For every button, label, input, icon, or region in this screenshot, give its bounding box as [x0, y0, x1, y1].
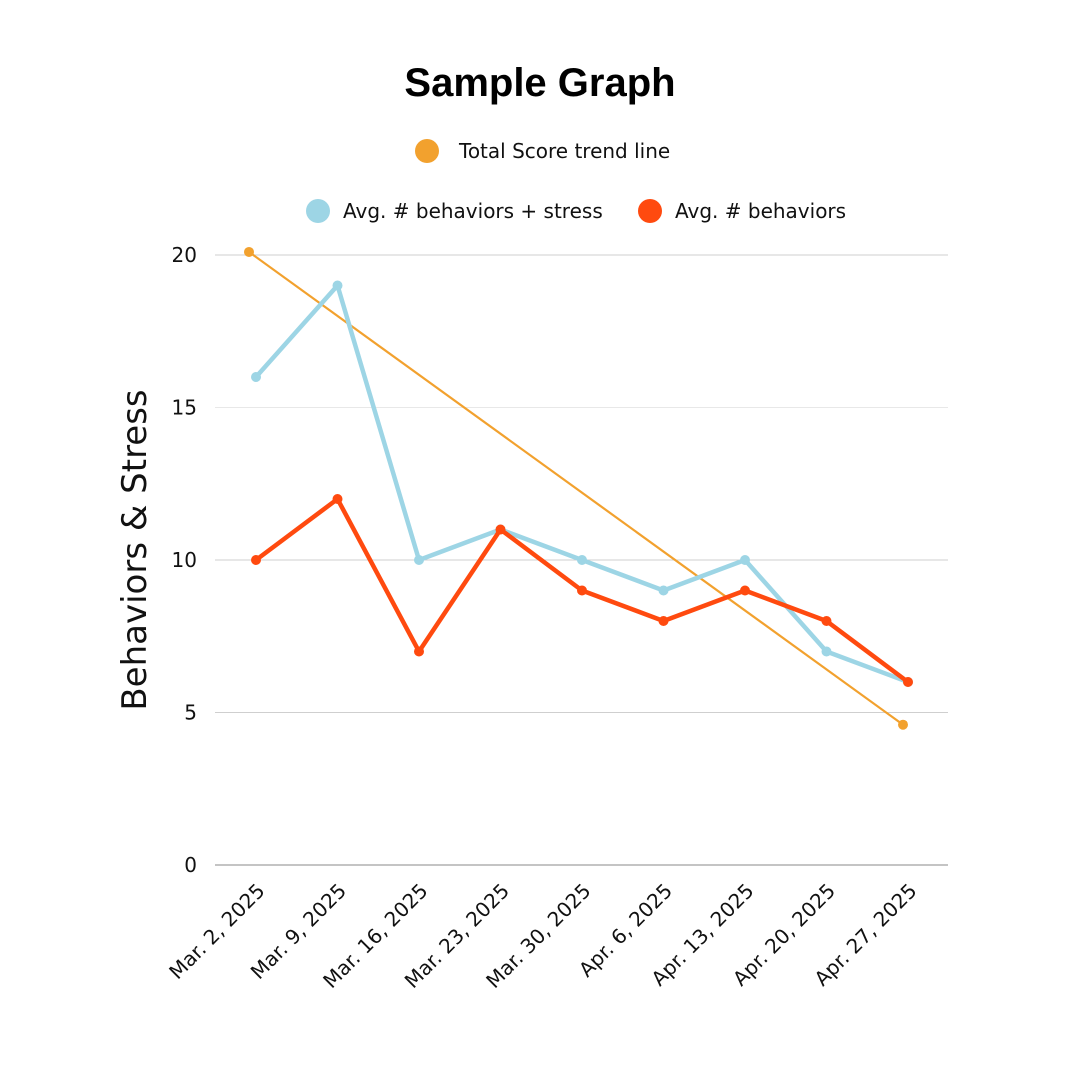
series-2-point	[332, 494, 343, 504]
series-1-point	[251, 372, 261, 382]
chart-title: Sample Graph	[404, 61, 675, 105]
y-tick-label: 15	[172, 396, 197, 420]
legend: Total Score trend line Avg. # behaviors …	[306, 139, 846, 223]
series-2-point	[658, 616, 669, 626]
series-line-1	[253, 283, 911, 685]
legend-marker-trend	[415, 139, 439, 163]
y-axis-label: Behaviors & Stress	[115, 389, 155, 710]
series-2-point	[740, 585, 750, 596]
series-1-point	[332, 280, 343, 291]
series-1-point	[740, 555, 750, 565]
series-2-point	[495, 524, 506, 535]
trend-line	[248, 251, 904, 726]
trend-point	[244, 246, 254, 257]
legend-label-series-1: Avg. # behaviors + stress	[343, 199, 603, 223]
series-2-point	[251, 555, 261, 565]
y-tick-label: 0	[184, 853, 197, 877]
trend-point	[898, 719, 908, 730]
y-tick-label: 5	[184, 701, 197, 725]
series-lines	[244, 246, 913, 730]
y-axis-ticks: 0 5 10 15 20	[172, 243, 197, 877]
series-1-point	[821, 646, 832, 657]
y-tick-label: 10	[172, 548, 197, 572]
series-2-point	[414, 646, 424, 657]
series-1-point	[658, 585, 669, 596]
series-2-point	[821, 616, 832, 626]
series-2-point	[577, 585, 587, 596]
series-1-point	[414, 555, 424, 565]
legend-label-series-2: Avg. # behaviors	[675, 199, 846, 223]
legend-marker-series-1	[306, 199, 330, 223]
legend-marker-series-2	[638, 199, 662, 223]
series-1-point	[577, 555, 587, 565]
series-2-point	[903, 677, 913, 687]
y-tick-label: 20	[172, 243, 197, 267]
legend-label-trend: Total Score trend line	[458, 139, 670, 163]
